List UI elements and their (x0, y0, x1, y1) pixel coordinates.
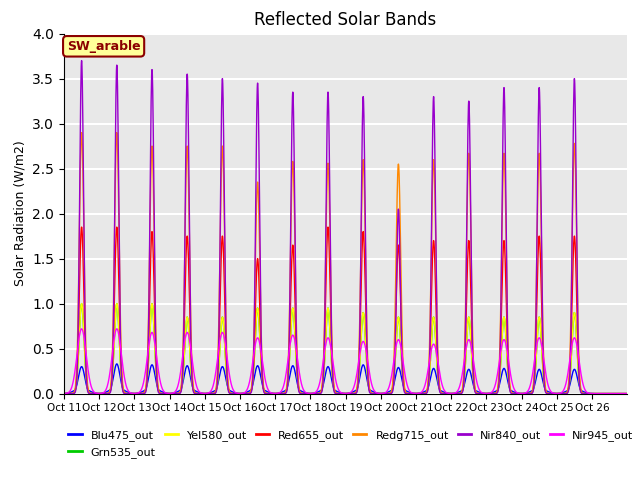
Nir945_out (623, 391, 631, 396)
Grn535_out (617, 391, 625, 396)
Yel580_out (175, 390, 183, 396)
Red655_out (588, 391, 596, 396)
Nir840_out (78, 58, 86, 63)
Nir945_out (588, 391, 596, 396)
Redg715_out (538, 223, 545, 228)
Nir840_out (418, 391, 426, 396)
Line: Blu475_out: Blu475_out (64, 364, 627, 394)
Redg715_out (504, 308, 511, 314)
Grn535_out (60, 391, 68, 396)
Redg715_out (623, 391, 631, 396)
Blu475_out (175, 388, 183, 394)
Blu475_out (588, 391, 596, 396)
Y-axis label: Solar Radiation (W/m2): Solar Radiation (W/m2) (13, 141, 27, 287)
Yel580_out (60, 391, 68, 396)
Grn535_out (418, 391, 426, 396)
Yel580_out (617, 391, 625, 396)
Grn535_out (175, 390, 183, 396)
Redg715_out (418, 391, 426, 396)
Blu475_out (468, 373, 476, 379)
Nir840_out (504, 322, 511, 328)
Blu475_out (538, 371, 545, 376)
Nir945_out (78, 326, 86, 332)
Nir840_out (175, 391, 183, 396)
Redg715_out (60, 391, 68, 396)
Nir840_out (623, 391, 631, 396)
Yel580_out (588, 391, 596, 396)
Yel580_out (468, 348, 476, 353)
Red655_out (617, 391, 625, 396)
Red655_out (538, 281, 545, 287)
Title: Reflected Solar Bands: Reflected Solar Bands (255, 11, 436, 29)
Line: Nir840_out: Nir840_out (64, 60, 627, 394)
Nir840_out (538, 205, 545, 211)
Nir945_out (60, 391, 68, 396)
Blu475_out (60, 391, 68, 396)
Line: Redg715_out: Redg715_out (64, 132, 627, 394)
Nir840_out (617, 391, 625, 396)
Blu475_out (623, 391, 631, 396)
Blu475_out (504, 376, 511, 382)
Red655_out (468, 312, 476, 318)
Nir945_out (538, 340, 545, 346)
Red655_out (504, 338, 511, 344)
Line: Grn535_out: Grn535_out (64, 303, 627, 394)
Nir945_out (617, 391, 625, 396)
Yel580_out (538, 335, 545, 340)
Red655_out (78, 224, 86, 230)
Redg715_out (588, 391, 596, 396)
Nir840_out (588, 391, 596, 396)
Yel580_out (418, 391, 426, 396)
Legend: Blu475_out, Grn535_out, Yel580_out, Red655_out, Redg715_out, Nir840_out, Nir945_: Blu475_out, Grn535_out, Yel580_out, Red6… (64, 426, 638, 462)
Red655_out (175, 390, 183, 396)
Blu475_out (113, 361, 121, 367)
Grn535_out (468, 348, 476, 353)
Red655_out (623, 391, 631, 396)
Line: Yel580_out: Yel580_out (64, 303, 627, 394)
Yel580_out (623, 391, 631, 396)
Nir945_out (418, 389, 426, 395)
Grn535_out (623, 391, 631, 396)
Nir945_out (175, 376, 183, 382)
Grn535_out (504, 360, 511, 366)
Grn535_out (538, 335, 545, 340)
Blu475_out (617, 391, 625, 396)
Nir945_out (468, 345, 476, 351)
Text: SW_arable: SW_arable (67, 40, 140, 53)
Redg715_out (468, 267, 476, 273)
Redg715_out (617, 391, 625, 396)
Grn535_out (588, 391, 596, 396)
Redg715_out (175, 390, 183, 396)
Nir840_out (60, 391, 68, 396)
Yel580_out (504, 360, 511, 366)
Red655_out (418, 391, 426, 396)
Blu475_out (418, 390, 426, 396)
Red655_out (60, 391, 68, 396)
Line: Nir945_out: Nir945_out (64, 329, 627, 394)
Grn535_out (78, 300, 86, 306)
Nir945_out (504, 349, 511, 355)
Line: Red655_out: Red655_out (64, 227, 627, 394)
Yel580_out (78, 300, 86, 306)
Nir840_out (468, 276, 476, 281)
Redg715_out (78, 130, 86, 135)
